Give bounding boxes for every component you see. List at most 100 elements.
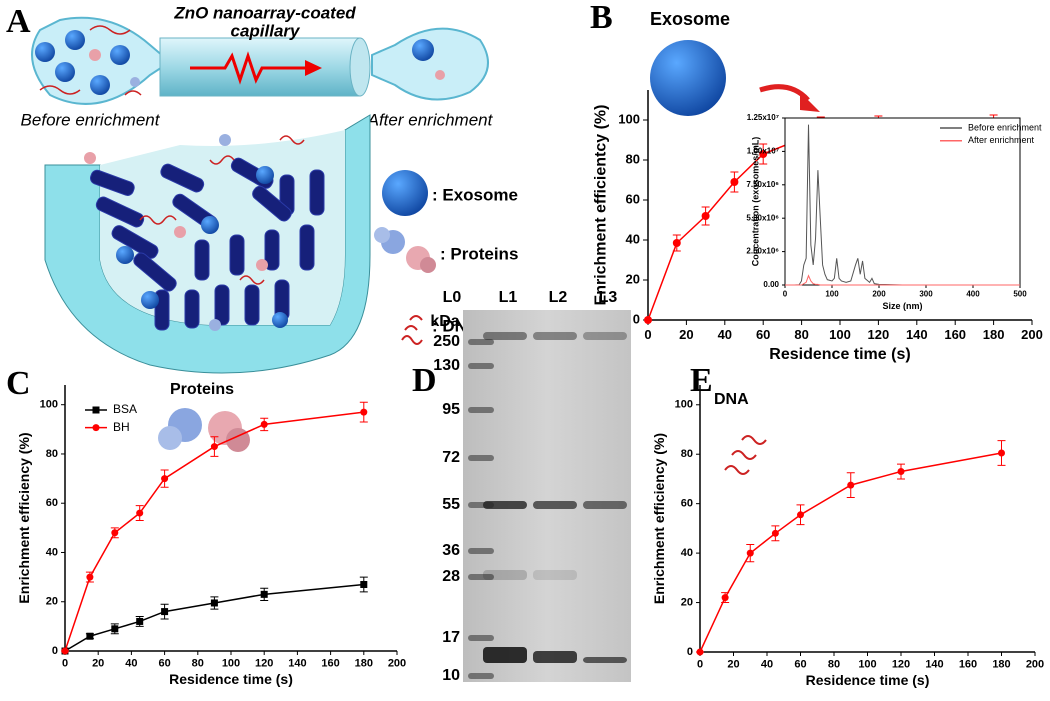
annotation: Exosome: [650, 9, 730, 29]
x-tick-label: 200: [388, 658, 406, 670]
x-tick-label: 120: [255, 658, 273, 670]
sample-band: [583, 657, 627, 663]
ladder-band: [468, 339, 494, 345]
marker-label: 130: [433, 357, 460, 374]
ladder-band: [468, 574, 494, 580]
y-tick-label: 80: [626, 151, 640, 166]
ladder-band: [468, 548, 494, 554]
data-point: [136, 509, 144, 517]
lane-label: L3: [599, 289, 618, 306]
x-tick-label: 20: [92, 658, 104, 670]
data-point: [161, 608, 169, 616]
y-tick-label: 80: [46, 448, 58, 460]
x-tick-label: 180: [355, 658, 373, 670]
diagram-label: Before enrichment: [21, 110, 161, 129]
x-tick-label: 200: [1021, 327, 1043, 342]
x-tick-label: 100: [825, 290, 839, 299]
x-tick-label: 300: [919, 290, 933, 299]
diagram-label: After enrichment: [367, 110, 494, 129]
x-tick-label: 400: [966, 290, 980, 299]
data-point: [161, 475, 169, 483]
data-point: [111, 529, 119, 537]
data-point: [759, 150, 768, 158]
x-axis-label: Size (nm): [882, 301, 922, 311]
x-tick-label: 100: [858, 659, 876, 671]
y-tick-label: 20: [626, 271, 640, 286]
x-tick-label: 120: [868, 327, 890, 342]
y-tick-label: 0: [687, 646, 693, 658]
x-tick-label: 60: [794, 659, 806, 671]
panel-letter: C: [6, 365, 31, 402]
data-point: [897, 468, 905, 476]
y-tick-label: 1.25x10⁷: [747, 113, 779, 122]
y-axis-label: Enrichment efficiency (%): [651, 433, 667, 604]
y-tick-label: 40: [46, 546, 58, 558]
sample-band: [583, 332, 627, 340]
nanoarray-diagram: : Exosome : Proteins : DNA strand: [44, 114, 535, 374]
x-tick-label: 20: [727, 659, 739, 671]
y-tick-label: 0.00: [763, 280, 779, 289]
marker-label: 72: [442, 449, 460, 466]
panel-letter: E: [690, 362, 713, 399]
y-tick-label: 60: [46, 497, 58, 509]
exosome-icon: [650, 40, 726, 116]
y-tick-label: 60: [626, 191, 640, 206]
data-point: [771, 529, 779, 537]
legend-label: : Proteins: [440, 244, 518, 263]
sample-band: [533, 651, 577, 663]
x-tick-label: 200: [1026, 659, 1044, 671]
y-tick-label: 40: [681, 547, 693, 559]
x-tick-label: 40: [761, 659, 773, 671]
sample-band: [483, 501, 527, 509]
x-tick-label: 20: [679, 327, 693, 342]
ladder-band: [468, 673, 494, 679]
ladder-band: [468, 635, 494, 641]
data-point: [701, 212, 710, 220]
marker-label: 95: [442, 401, 460, 418]
series-line: [785, 274, 1020, 286]
x-tick-label: 140: [288, 658, 306, 670]
annotation: Proteins: [170, 381, 234, 398]
data-point: [644, 316, 652, 324]
data-point: [210, 443, 218, 451]
data-point: [672, 239, 681, 247]
legend-label: : Exosome: [432, 185, 518, 204]
sample-band: [483, 332, 527, 340]
x-tick-label: 80: [828, 659, 840, 671]
x-tick-label: 0: [62, 658, 68, 670]
data-point: [360, 581, 368, 588]
legend-label: After enrichment: [968, 135, 1035, 145]
x-tick-label: 80: [192, 658, 204, 670]
y-tick-label: 0: [52, 645, 58, 657]
x-tick-label: 500: [1013, 290, 1027, 299]
series-line: [64, 583, 364, 652]
y-axis-label: Enrichment efficiency (%): [16, 432, 32, 603]
x-tick-label: 160: [944, 327, 966, 342]
x-tick-label: 180: [983, 327, 1005, 342]
y-tick-label: 100: [618, 111, 640, 126]
marker-label: 17: [442, 629, 460, 646]
sample-band: [533, 332, 577, 340]
data-point: [797, 511, 804, 519]
data-point: [210, 599, 218, 607]
y-tick-label: 100: [675, 399, 693, 411]
lane-label: L1: [499, 289, 518, 306]
lane-label: L0: [443, 289, 462, 306]
sample-band: [483, 647, 527, 663]
x-tick-label: 40: [125, 658, 137, 670]
x-tick-label: 0: [783, 290, 788, 299]
marker-label: 28: [442, 568, 460, 585]
plot-frame: [784, 117, 1021, 286]
data-point: [86, 632, 94, 640]
gel: [463, 310, 631, 682]
data-point: [730, 178, 739, 186]
legend-marker: [92, 406, 100, 414]
annotation: DNA: [714, 391, 749, 408]
data-point: [111, 625, 119, 633]
panel-letter: D: [412, 362, 437, 399]
data-point: [61, 647, 69, 655]
y-tick-label: 20: [681, 596, 693, 608]
x-tick-label: 100: [222, 658, 240, 670]
data-point: [260, 420, 268, 428]
y-axis-label: Concentration (exosomes/mL): [751, 137, 761, 267]
